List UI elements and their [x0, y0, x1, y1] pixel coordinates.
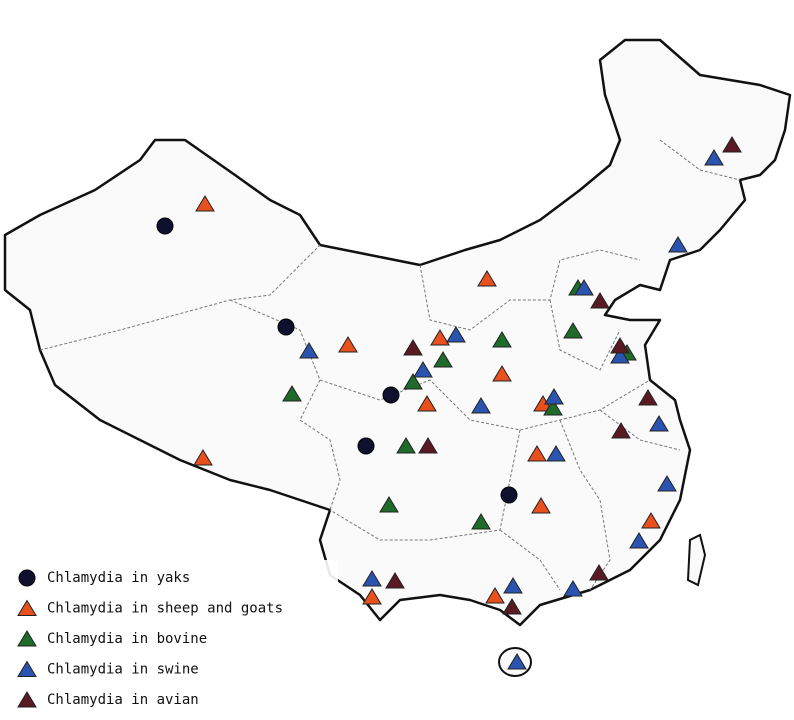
site-marker [527, 445, 547, 462]
legend-box [8, 560, 338, 716]
site-marker [471, 513, 491, 530]
site-marker [382, 386, 400, 404]
legend-symbol [17, 630, 37, 647]
site-marker [638, 389, 658, 406]
site-marker [396, 437, 416, 454]
legend-label: Chlamydia in yaks [47, 570, 190, 586]
site-marker [531, 497, 551, 514]
site-marker [649, 415, 669, 432]
site-marker [433, 351, 453, 368]
site-marker [544, 388, 564, 405]
site-marker [403, 373, 423, 390]
site-marker [704, 149, 724, 166]
site-marker [403, 339, 423, 356]
site-marker [722, 136, 742, 153]
site-marker [477, 270, 497, 287]
site-marker [492, 331, 512, 348]
site-marker [610, 337, 630, 354]
site-marker [362, 570, 382, 587]
site-marker [507, 653, 527, 670]
site-marker [641, 512, 661, 529]
site-marker [418, 437, 438, 454]
site-marker [563, 322, 583, 339]
site-marker [546, 445, 566, 462]
site-marker [563, 580, 583, 597]
legend-symbol [17, 691, 37, 708]
site-marker [446, 326, 466, 343]
site-marker [385, 572, 405, 589]
legend-label: Chlamydia in swine [47, 662, 199, 678]
site-marker [357, 437, 375, 455]
site-marker [503, 577, 523, 594]
site-marker [629, 532, 649, 549]
site-marker [610, 347, 630, 364]
site-marker [299, 342, 319, 359]
site-marker [668, 236, 688, 253]
legend-label: Chlamydia in sheep and goats [47, 601, 283, 617]
site-marker [413, 361, 433, 378]
site-marker [417, 395, 437, 412]
site-marker [379, 496, 399, 513]
legend-symbol [17, 599, 37, 616]
legend: Chlamydia in yaks Chlamydia in sheep and … [8, 560, 338, 716]
legend-label: Chlamydia in avian [47, 692, 199, 708]
site-marker [500, 486, 518, 504]
site-marker [471, 397, 491, 414]
site-marker [430, 329, 450, 346]
site-marker [574, 279, 594, 296]
site-marker [657, 475, 677, 492]
taiwan-island [686, 533, 707, 587]
country-outline [3, 38, 792, 627]
markers [156, 136, 742, 670]
site-marker [589, 564, 609, 581]
site-marker [611, 422, 631, 439]
site-marker [277, 318, 295, 336]
legend-symbol [18, 569, 36, 587]
site-marker [543, 399, 563, 416]
legend-symbol [17, 660, 37, 677]
site-marker [156, 217, 174, 235]
site-marker [195, 195, 215, 212]
site-marker [492, 365, 512, 382]
site-marker [193, 449, 213, 466]
site-marker [362, 588, 382, 605]
site-marker [282, 385, 302, 402]
site-marker [502, 598, 522, 615]
legend-label: Chlamydia in bovine [47, 631, 207, 647]
site-marker [338, 336, 358, 353]
site-marker [485, 587, 505, 604]
site-marker [590, 292, 610, 309]
